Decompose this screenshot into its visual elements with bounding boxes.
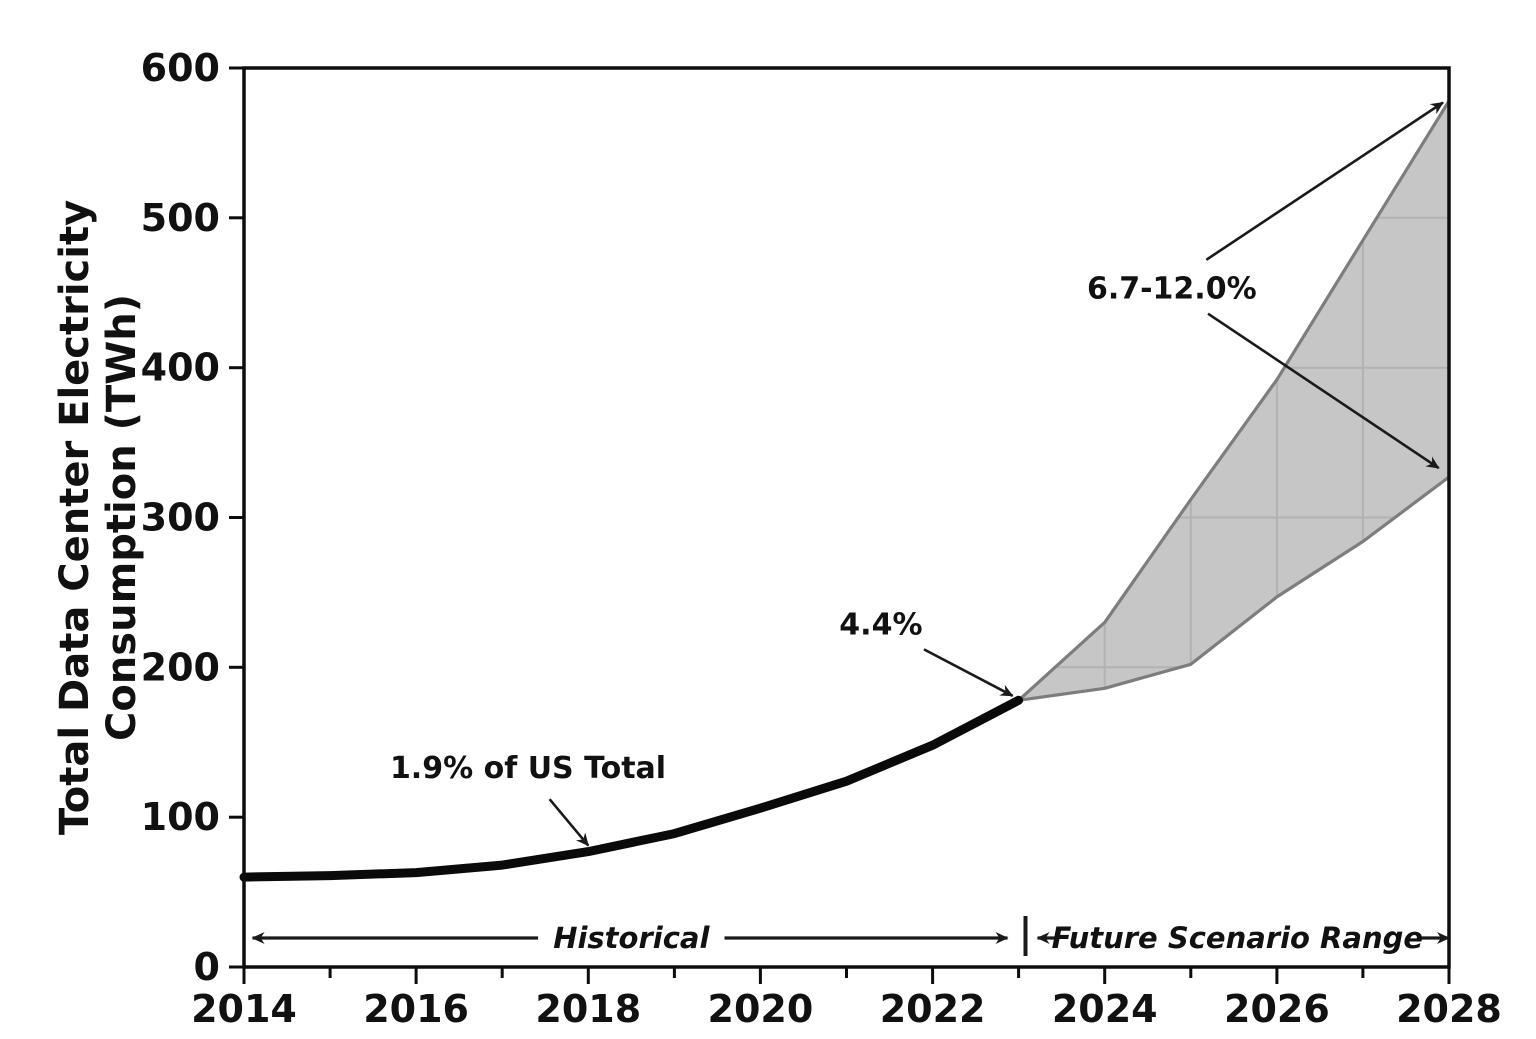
- annotation-arrow: [1205, 101, 1444, 261]
- historical-line: [239, 695, 1024, 882]
- annotation-arrow: [1207, 312, 1440, 470]
- x-tick-label: 2024: [1052, 987, 1158, 1031]
- future-scenario-band: [1017, 100, 1451, 702]
- annotation-arrow: [923, 648, 1014, 697]
- y-tick-label: 400: [141, 346, 220, 390]
- future-span: Future Scenario Range: [1036, 921, 1450, 955]
- annotation-us-total-share-2023: 4.4%: [839, 607, 1014, 697]
- x-tick-labels: 2014 2016 2018 2020 2022 2024 2026 2028: [191, 987, 1502, 1031]
- y-tick-label: 500: [141, 196, 220, 240]
- y-tick-label: 600: [141, 46, 220, 90]
- x-tick-label: 2022: [880, 987, 986, 1031]
- annotation-text: 1.9% of US Total: [390, 751, 666, 786]
- x-axis: [242, 967, 1451, 984]
- band-upper-bound: [1017, 100, 1451, 702]
- annotation-text: 4.4%: [839, 607, 922, 642]
- annotation-text: 6.7-12.0%: [1087, 272, 1257, 307]
- y-tick-label: 200: [141, 645, 220, 689]
- x-tick-label: 2020: [708, 987, 814, 1031]
- y-tick-label: 0: [194, 945, 220, 989]
- annotation-us-total-share-2028: 6.7-12.0%: [1087, 101, 1444, 470]
- y-axis-title: Total Data Center ElectricityConsumption…: [52, 200, 145, 835]
- x-tick-label: 2014: [191, 987, 297, 1031]
- y-axis: [229, 66, 244, 969]
- x-tick-label: 2028: [1396, 987, 1502, 1031]
- x-tick-label: 2026: [1224, 987, 1330, 1031]
- y-tick-label: 100: [141, 795, 220, 839]
- span-label: Future Scenario Range: [1052, 921, 1423, 955]
- y-tick-labels: 0 100 200 300 400 500 600: [141, 46, 220, 989]
- band-lower-bound: [1018, 475, 1450, 702]
- x-tick-label: 2016: [363, 987, 469, 1031]
- historical-span: Historical: [251, 921, 1009, 955]
- y-tick-label: 300: [141, 496, 220, 540]
- annotation-us-total-share-2018: 1.9% of US Total: [390, 751, 666, 847]
- annotation-arrow: [548, 798, 590, 847]
- span-label: Historical: [553, 921, 710, 955]
- x-tick-label: 2018: [535, 987, 641, 1031]
- band-gridlines: [1018, 101, 1449, 701]
